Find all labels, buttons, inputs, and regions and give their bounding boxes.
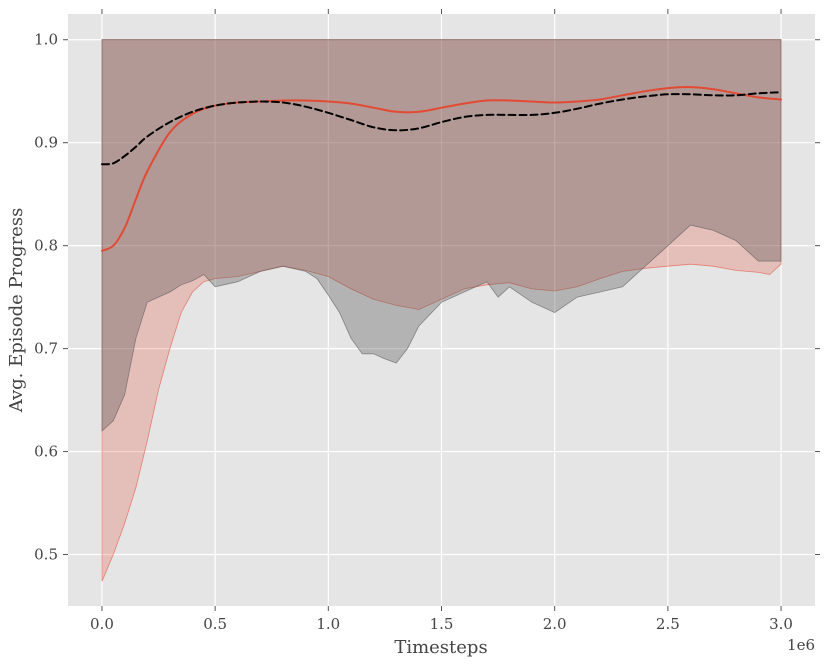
y-tick-label: 0.8 [34,237,58,255]
x-tick-label: 1.5 [430,615,454,633]
x-tick-label: 3.0 [769,615,793,633]
x-tick-label: 0.0 [90,615,114,633]
x-tick-label: 1.0 [316,615,340,633]
tick-labels: 0.0 0.5 1.0 1.5 2.0 2.5 3.0 0.5 0.6 0.7 0.8 0.9 1.0 [34,31,793,633]
series-lines [101,86,782,252]
x-tick-label: 2.5 [656,615,680,633]
gray-confidence-band [101,39,782,432]
confidence-bands [101,39,782,582]
x-offset-label: 1e6 [787,636,815,654]
x-tick-label: 0.5 [203,615,227,633]
y-tick-label: 0.9 [34,134,58,152]
x-axis-label: Timesteps [394,637,487,658]
red-series-line [101,86,782,252]
x-tick-label: 2.0 [543,615,567,633]
y-tick-label: 0.7 [34,340,58,358]
y-tick-label: 1.0 [34,31,58,49]
y-tick-label: 0.6 [34,443,58,461]
tick-marks [63,9,820,611]
black-dashed-series-line [101,91,782,166]
y-axis-label: Avg. Episode Progress [6,208,27,414]
y-tick-label: 0.5 [34,546,58,564]
